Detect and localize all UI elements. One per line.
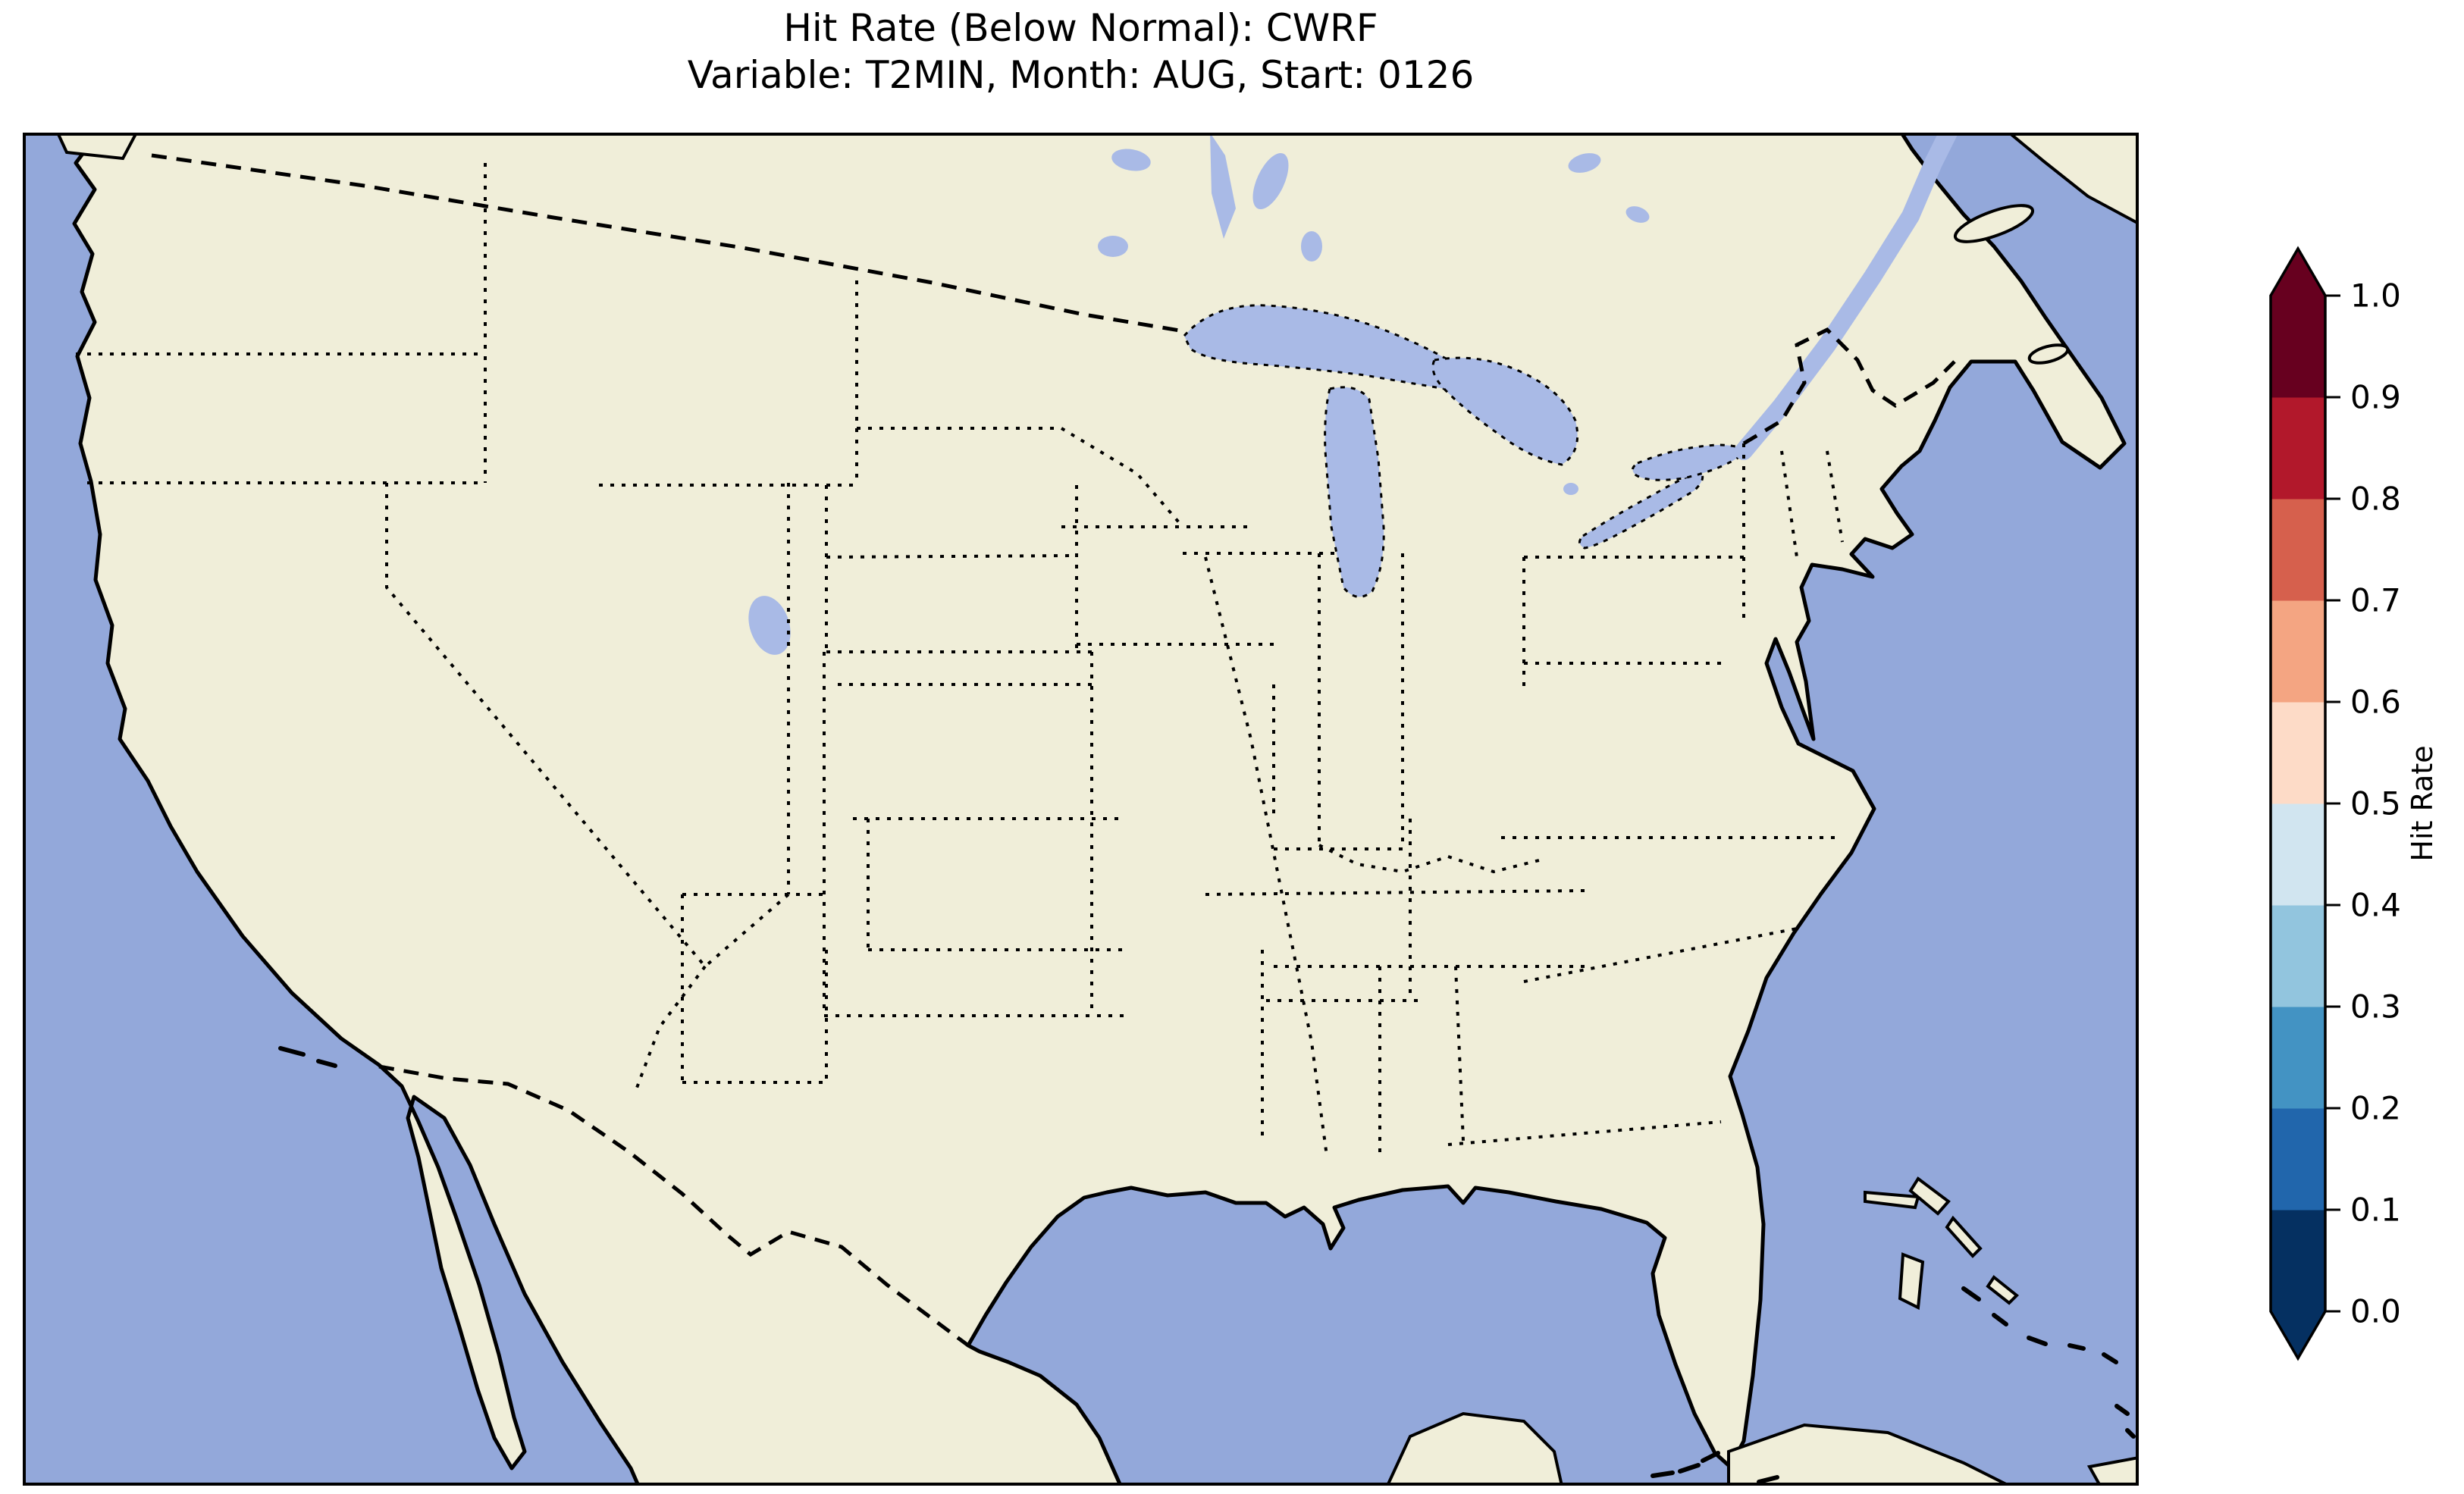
svg-text:0.5: 0.5 — [2350, 785, 2401, 822]
svg-text:1.0: 1.0 — [2350, 277, 2401, 315]
colorbar-extend-under-arrow — [2271, 1311, 2325, 1358]
svg-text:0.3: 0.3 — [2350, 988, 2401, 1026]
title-line-1: Hit Rate (Below Normal): CWRF — [0, 5, 2161, 52]
lake-nipigon — [1301, 231, 1322, 262]
figure-title: Hit Rate (Below Normal): CWRF Variable: … — [0, 5, 2161, 99]
colorbar-label: Hit Rate — [2406, 745, 2439, 861]
colorbar-ticks: 1.0 0.9 0.8 0.7 0.6 0.5 0.4 0.3 0.2 0.1 0.0 — [2325, 277, 2401, 1330]
lake-of-the-woods — [1098, 236, 1128, 257]
svg-text:0.9: 0.9 — [2350, 379, 2401, 416]
colorbar-extend-over-arrow — [2271, 249, 2325, 296]
svg-text:0.2: 0.2 — [2350, 1090, 2401, 1127]
svg-text:0.0: 0.0 — [2350, 1293, 2401, 1330]
svg-text:0.1: 0.1 — [2350, 1192, 2401, 1229]
bahamas-andros — [1900, 1254, 1923, 1308]
svg-text:0.4: 0.4 — [2350, 887, 2401, 924]
svg-text:0.7: 0.7 — [2350, 582, 2401, 619]
lake-st-clair — [1563, 483, 1578, 495]
svg-text:0.6: 0.6 — [2350, 684, 2401, 721]
colorbar-segments — [2271, 296, 2325, 1312]
map-axes — [23, 133, 2139, 1486]
title-line-2: Variable: T2MIN, Month: AUG, Start: 0126 — [0, 52, 2161, 99]
svg-text:0.8: 0.8 — [2350, 481, 2401, 518]
